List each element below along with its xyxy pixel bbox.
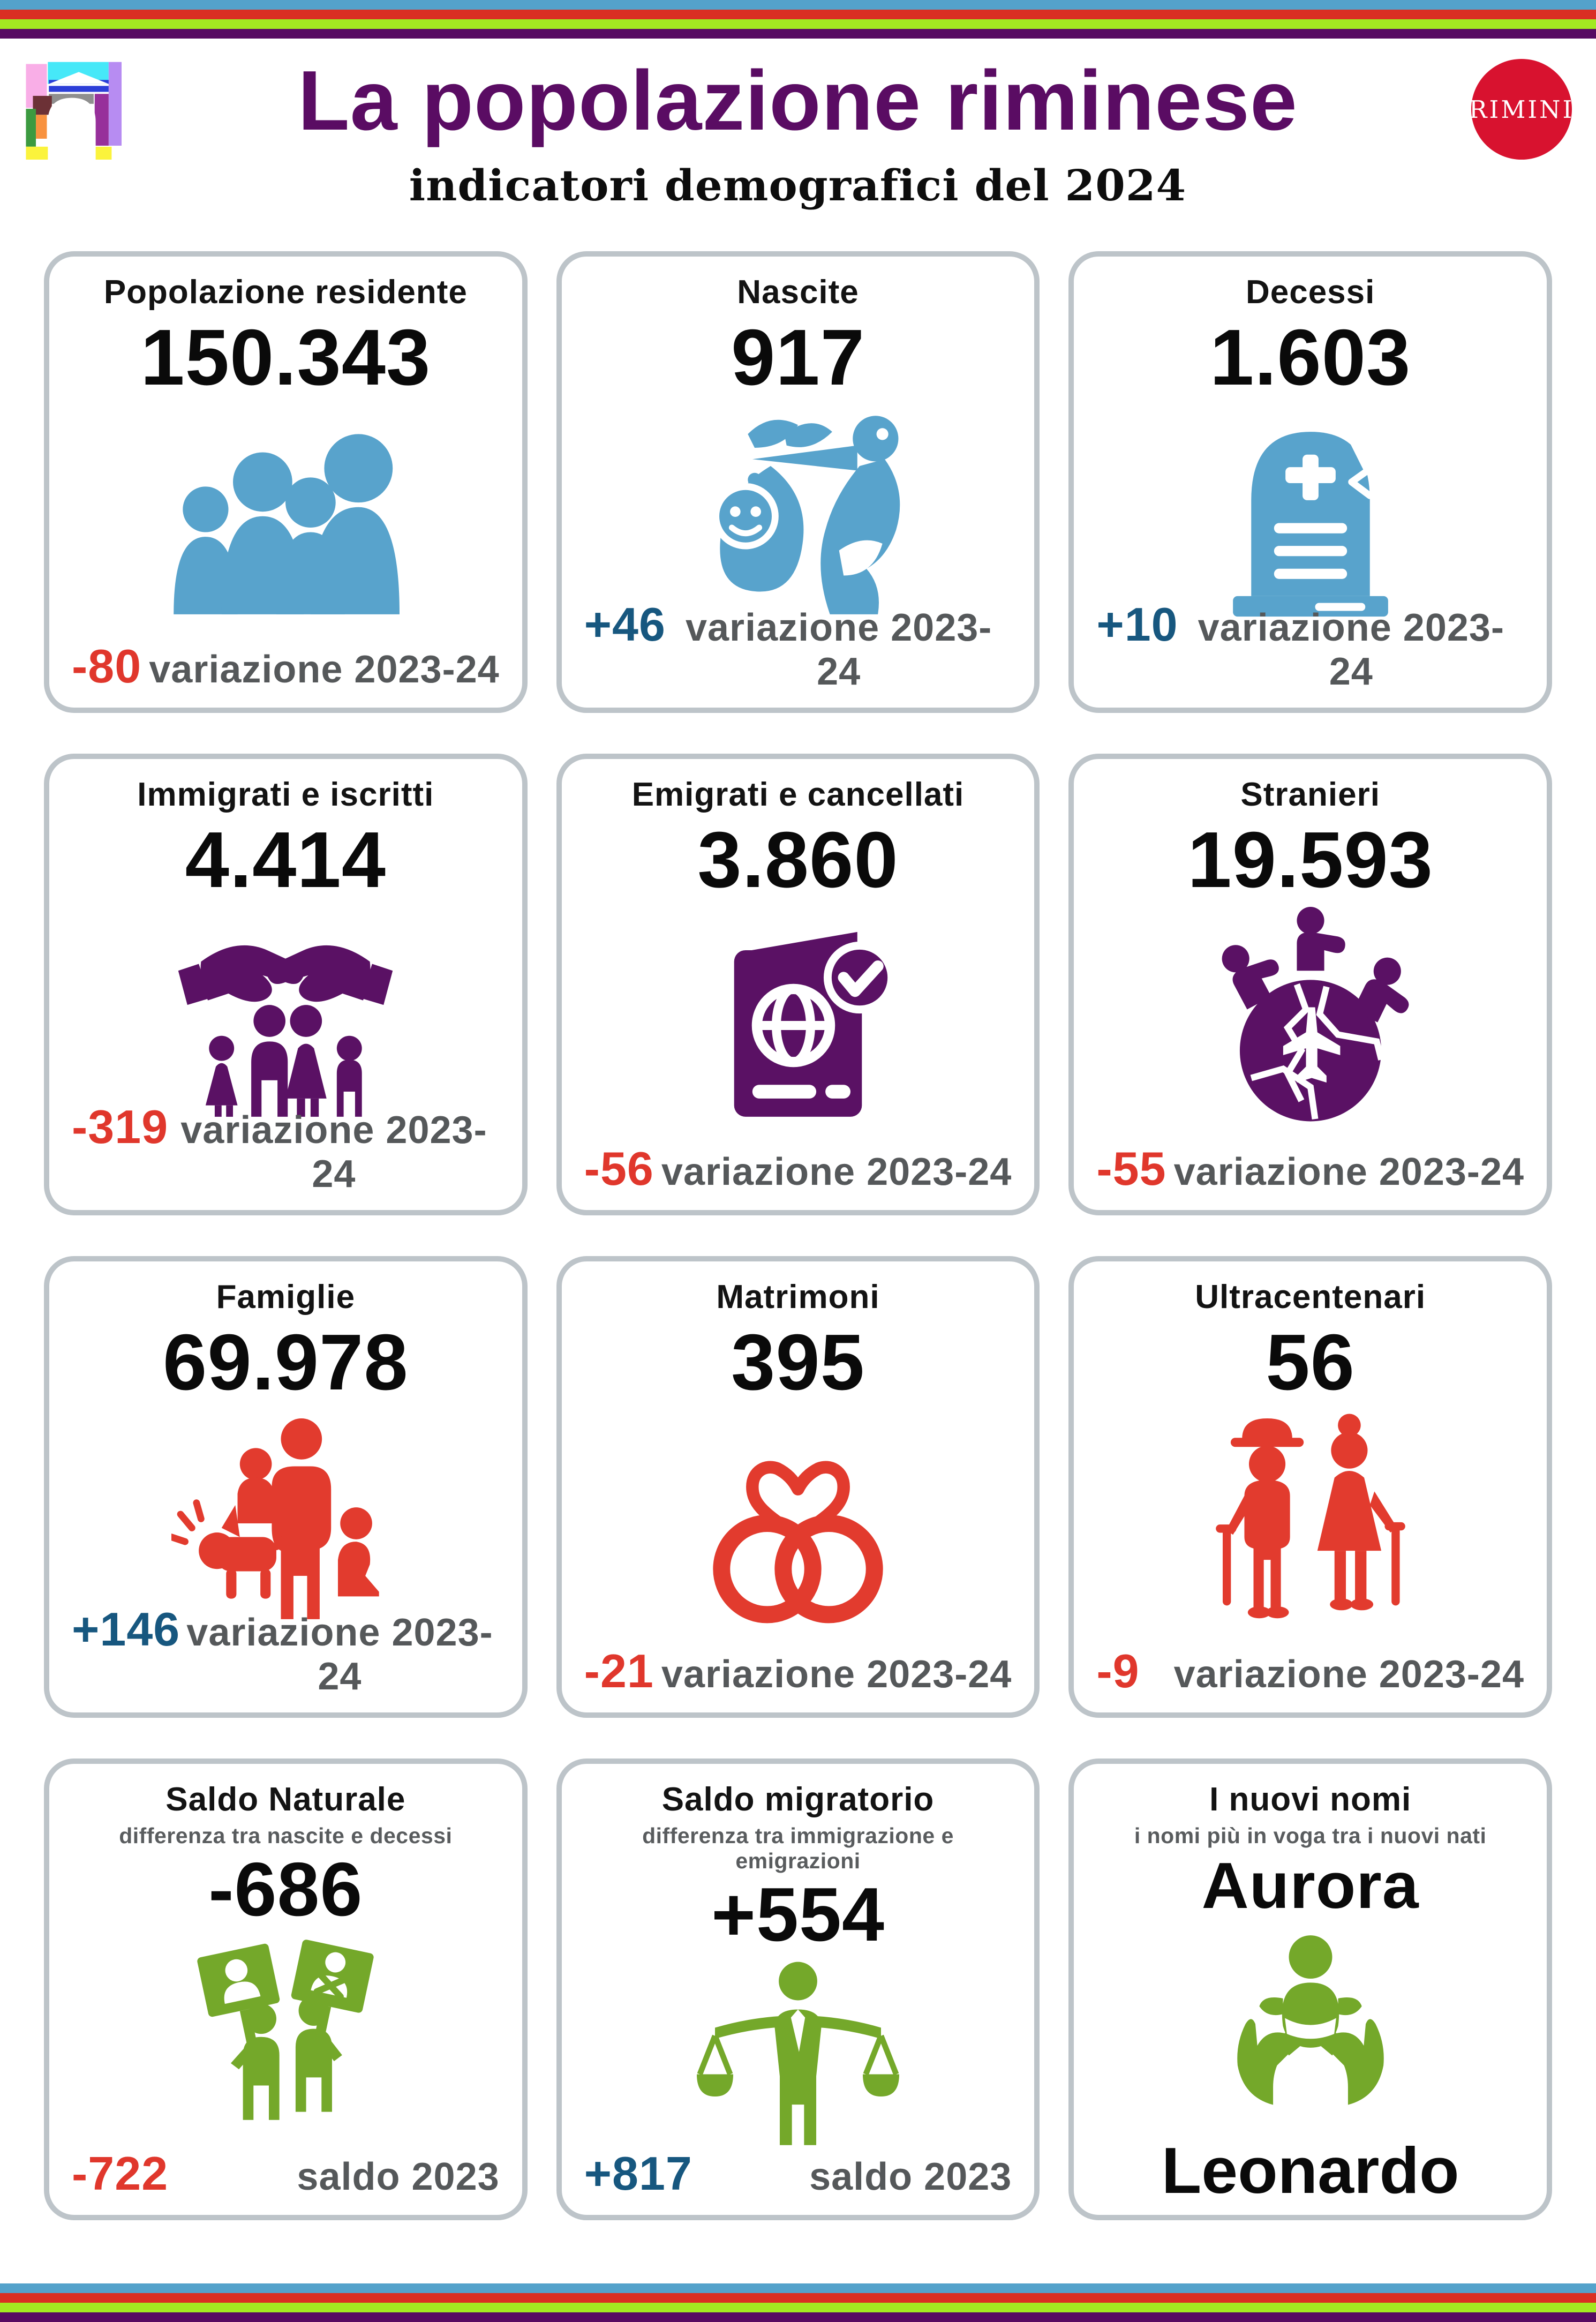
card-famiglie: Famiglie 69.978 +146 variazione 2023-24 <box>44 1256 528 1718</box>
card-value: 56 <box>1266 1318 1355 1407</box>
balance-scales-icon <box>583 1957 1013 2163</box>
stripe <box>0 0 1596 10</box>
delta-value: +10 <box>1096 598 1178 651</box>
delta-value: +46 <box>584 598 666 651</box>
footer-label: saldo 2023 <box>809 2155 1012 2199</box>
delta-value: +146 <box>72 1603 180 1656</box>
bottom-stripes <box>0 2283 1596 2322</box>
rimini-badge: RIMINI <box>1469 59 1572 160</box>
footer-label: variazione 2023-24 <box>661 1151 1012 1194</box>
card-title: Stranieri <box>1240 776 1380 814</box>
stripe <box>0 19 1596 29</box>
card-title: I nuovi nomi <box>1209 1781 1412 1818</box>
protest-signs-icon <box>71 1932 501 2138</box>
wedding-rings-icon <box>583 1407 1013 1640</box>
card-immigrati-e-iscritti: Immigrati e iscritti 4.414 -319 variazio… <box>44 754 528 1216</box>
card-subtitle: differenza tra nascite e decessi <box>119 1823 453 1848</box>
card-footer: -9 variazione 2023-24 <box>1096 1644 1524 1699</box>
stripe <box>0 2312 1596 2322</box>
page-title: La popolazione riminese <box>298 54 1298 148</box>
card-title: Saldo migratorio <box>661 1781 935 1818</box>
card-footer: -56 variazione 2023-24 <box>584 1141 1012 1196</box>
card-i-nuovi-nomi: I nuovi nomi i nomi più in voga tra i nu… <box>1068 1759 1552 2221</box>
card-value: 19.593 <box>1187 816 1433 905</box>
stripe <box>0 2293 1596 2303</box>
delta-value: -80 <box>72 640 142 693</box>
card-title: Matrimoni <box>716 1279 880 1316</box>
footer-label: variazione 2023-24 <box>1198 606 1504 694</box>
stripe <box>0 2283 1596 2293</box>
footer-label: variazione 2023-24 <box>186 1611 493 1699</box>
card-footer: -319 variazione 2023-24 <box>72 1100 500 1196</box>
card-title: Famiglie <box>216 1279 356 1316</box>
header-text: La popolazione riminese indicatori demog… <box>124 54 1471 211</box>
card-title: Decessi <box>1245 274 1375 311</box>
card-saldo-migratorio: Saldo migratorio differenza tra immigraz… <box>556 1759 1040 2221</box>
delta-value: -9 <box>1096 1644 1140 1698</box>
card-footer: +146 variazione 2023-24 <box>72 1602 500 1699</box>
card-decessi: Decessi 1.603 +10 variazione 2023-24 <box>1068 251 1552 713</box>
card-value: 3.860 <box>697 816 899 905</box>
card-secondary-value: Leonardo <box>1161 2134 1459 2207</box>
card-saldo-naturale: Saldo Naturale differenza tra nascite e … <box>44 1759 528 2221</box>
card-value: +554 <box>711 1872 885 1958</box>
card-matrimoni: Matrimoni 395 -21 variazione 2023-24 <box>556 1256 1040 1718</box>
card-value: 69.978 <box>162 1318 409 1407</box>
card-footer: -55 variazione 2023-24 <box>1096 1141 1524 1196</box>
card-subtitle: differenza tra immigrazione e emigrazion… <box>642 1823 954 1874</box>
rimini-arch-logo <box>26 62 122 160</box>
card-title: Immigrati e iscritti <box>137 776 434 814</box>
footer-label: variazione 2023-24 <box>685 606 992 694</box>
stripe <box>0 29 1596 39</box>
card-value: 4.414 <box>185 816 387 905</box>
delta-value: -21 <box>584 1644 654 1698</box>
footer-label: variazione 2023-24 <box>180 1109 487 1196</box>
card-title: Saldo Naturale <box>165 1781 406 1818</box>
card-footer: +817 saldo 2023 <box>584 2146 1012 2201</box>
footer-label: variazione 2023-24 <box>1173 1653 1524 1696</box>
card-value: Aurora <box>1201 1849 1419 1922</box>
top-stripes <box>0 0 1596 39</box>
footer-label: variazione 2023-24 <box>661 1653 1012 1696</box>
hands-baby-icon <box>1095 1922 1525 2122</box>
card-footer: -80 variazione 2023-24 <box>72 639 500 694</box>
card-value: -686 <box>208 1847 363 1933</box>
card-stranieri: Stranieri 19.593 -55 variazione 2023-24 <box>1068 754 1552 1216</box>
card-subtitle: i nomi più in voga tra i nuovi nati <box>1134 1823 1487 1848</box>
card-value: 150.343 <box>140 313 431 402</box>
footer-label: variazione 2023-24 <box>149 648 500 692</box>
card-footer: -21 variazione 2023-24 <box>584 1644 1012 1699</box>
card-value: 917 <box>731 313 865 402</box>
delta-value: -319 <box>72 1100 169 1154</box>
card-title: Emigrati e cancellati <box>631 776 965 814</box>
card-nascite: Nascite 917 +46 variazione 2023-24 <box>556 251 1040 713</box>
card-emigrati-e-cancellati: Emigrati e cancellati 3.860 -56 variazio… <box>556 754 1040 1216</box>
stripe <box>0 2303 1596 2312</box>
card-title: Popolazione residente <box>103 274 468 311</box>
population-icon <box>71 402 501 635</box>
page-subtitle: indicatori demografici del 2024 <box>409 160 1187 211</box>
footer-label: variazione 2023-24 <box>1173 1151 1524 1194</box>
card-value: 1.603 <box>1209 313 1411 402</box>
card-value: 395 <box>731 1318 865 1407</box>
card-footer: +10 variazione 2023-24 <box>1096 597 1524 694</box>
card-ultracentenari: Ultracentenari 56 -9 variazione 2023-24 <box>1068 1256 1552 1718</box>
stripe <box>0 10 1596 19</box>
cards-grid: Popolazione residente 150.343 -80 variaz… <box>0 251 1596 2221</box>
globe-travel-icon <box>1095 904 1525 1138</box>
card-footer: -722 saldo 2023 <box>72 2146 500 2201</box>
passport-icon <box>583 904 1013 1138</box>
delta-value: +817 <box>584 2147 692 2200</box>
card-title: Nascite <box>737 274 859 311</box>
delta-value: -56 <box>584 1142 654 1196</box>
card-title: Ultracentenari <box>1195 1279 1426 1316</box>
elderly-couple-icon <box>1095 1407 1525 1640</box>
header: La popolazione riminese indicatori demog… <box>0 39 1596 211</box>
card-popolazione-residente: Popolazione residente 150.343 -80 variaz… <box>44 251 528 713</box>
footer-label: saldo 2023 <box>297 2155 500 2199</box>
card-footer: +46 variazione 2023-24 <box>584 597 1012 694</box>
delta-value: -55 <box>1096 1142 1166 1196</box>
delta-value: -722 <box>72 2147 169 2200</box>
